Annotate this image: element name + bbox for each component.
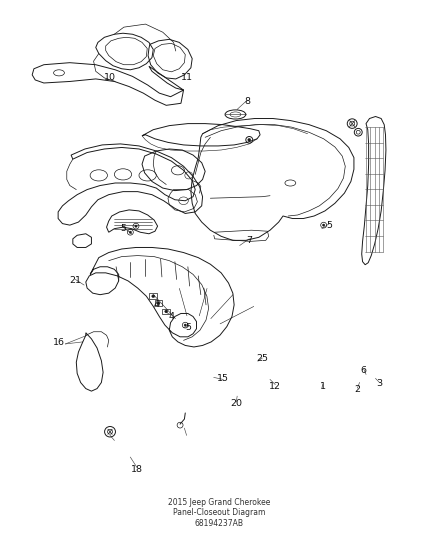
Text: 25: 25 <box>256 353 268 362</box>
Text: 11: 11 <box>180 74 193 83</box>
Circle shape <box>322 224 325 227</box>
Circle shape <box>157 302 160 305</box>
Text: 18: 18 <box>131 465 143 474</box>
Text: 5: 5 <box>186 323 192 332</box>
Text: 1: 1 <box>320 382 326 391</box>
Text: 4: 4 <box>169 312 174 321</box>
Text: 15: 15 <box>217 374 230 383</box>
Text: 10: 10 <box>104 74 116 83</box>
Text: 16: 16 <box>53 338 65 348</box>
Text: 4: 4 <box>153 300 159 309</box>
Circle shape <box>165 310 168 313</box>
Text: 2015 Jeep Grand Cherokee
Panel-Closeout Diagram
68194237AB: 2015 Jeep Grand Cherokee Panel-Closeout … <box>168 498 270 528</box>
Circle shape <box>152 295 155 297</box>
Circle shape <box>135 225 137 227</box>
Circle shape <box>248 139 251 141</box>
Circle shape <box>129 231 131 233</box>
Circle shape <box>184 324 187 326</box>
Text: 7: 7 <box>246 236 252 245</box>
Text: 5: 5 <box>120 224 126 233</box>
Text: 8: 8 <box>244 97 250 106</box>
Text: 5: 5 <box>326 221 332 230</box>
Text: 2: 2 <box>354 385 360 394</box>
Text: 3: 3 <box>376 379 382 388</box>
Text: 12: 12 <box>269 382 281 391</box>
Text: 21: 21 <box>70 277 81 286</box>
Text: 20: 20 <box>230 399 242 408</box>
Text: 6: 6 <box>361 366 367 375</box>
